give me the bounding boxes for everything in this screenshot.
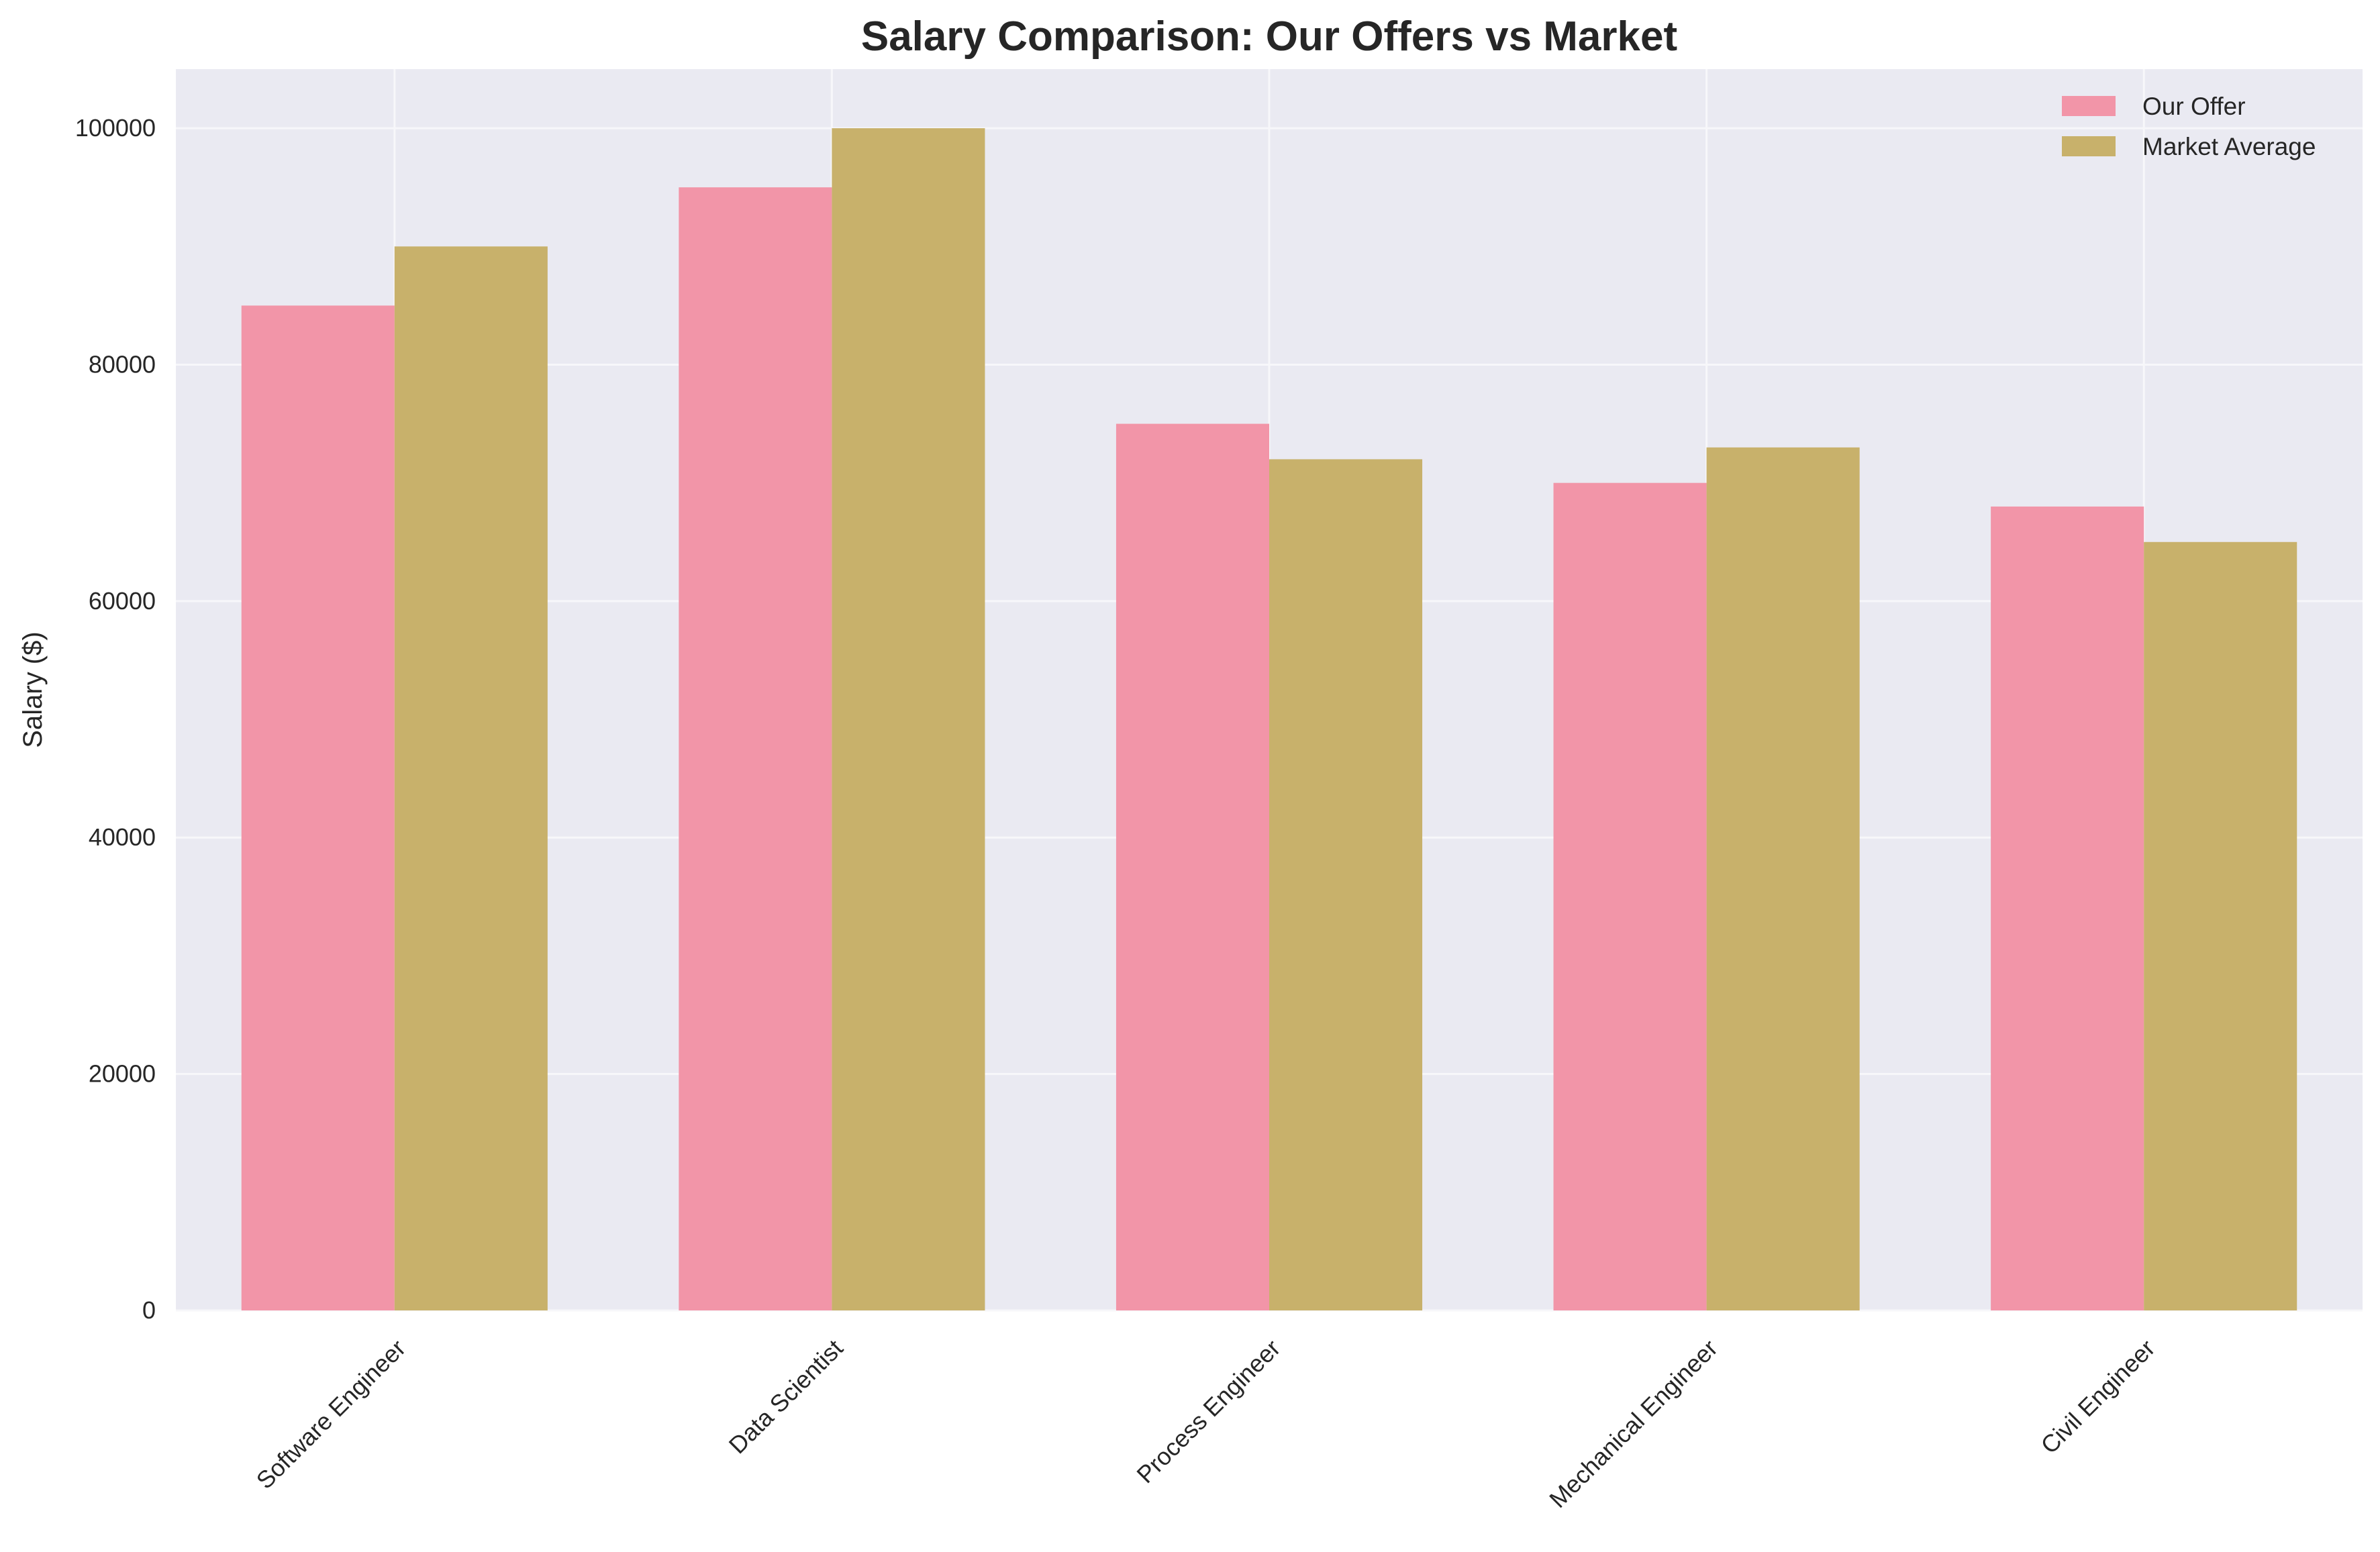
chart-title: Salary Comparison: Our Offers vs Market — [861, 13, 1677, 60]
y-tick-label: 80000 — [89, 350, 156, 378]
bar-our-offer-data-scientist — [679, 187, 832, 1311]
bar-market-average-software-engineer — [394, 246, 548, 1311]
bar-our-offer-mechanical-engineer — [1553, 482, 1707, 1310]
bars — [241, 128, 2297, 1311]
bar-our-offer-process-engineer — [1115, 423, 1269, 1310]
bar-market-average-civil-engineer — [2144, 541, 2297, 1310]
x-tick-label-process-engineer: Process Engineer — [1131, 1334, 1285, 1488]
bar-our-offer-software-engineer — [241, 305, 395, 1310]
bar-our-offer-civil-engineer — [1991, 506, 2144, 1310]
legend: Our Offer Market Average — [2062, 93, 2316, 160]
x-tick-labels: Software Engineer Data Scientist Process E… — [251, 1334, 2161, 1513]
x-tick-label-data-scientist: Data Scientist — [724, 1334, 848, 1459]
bar-market-average-process-engineer — [1269, 459, 1423, 1310]
legend-swatch-market-average — [2062, 136, 2116, 156]
x-tick-label-mechanical-engineer: Mechanical Engineer — [1544, 1334, 1723, 1513]
legend-swatch-our-offer — [2062, 96, 2116, 116]
x-tick-label-civil-engineer: Civil Engineer — [2035, 1334, 2160, 1459]
bar-market-average-data-scientist — [832, 128, 985, 1311]
y-tick-label: 60000 — [89, 587, 156, 615]
y-tick-label: 100000 — [75, 114, 156, 142]
y-tick-labels: 0 20000 40000 60000 80000 100000 — [75, 114, 156, 1324]
x-tick-label-software-engineer: Software Engineer — [251, 1334, 411, 1494]
legend-label-market-average: Market Average — [2142, 133, 2316, 160]
y-tick-label: 20000 — [89, 1060, 156, 1088]
bar-market-average-mechanical-engineer — [1706, 447, 1860, 1310]
legend-label-our-offer: Our Offer — [2142, 93, 2246, 120]
y-tick-label: 0 — [142, 1296, 156, 1324]
y-tick-label: 40000 — [89, 823, 156, 851]
y-axis-label: Salary ($) — [18, 631, 48, 747]
